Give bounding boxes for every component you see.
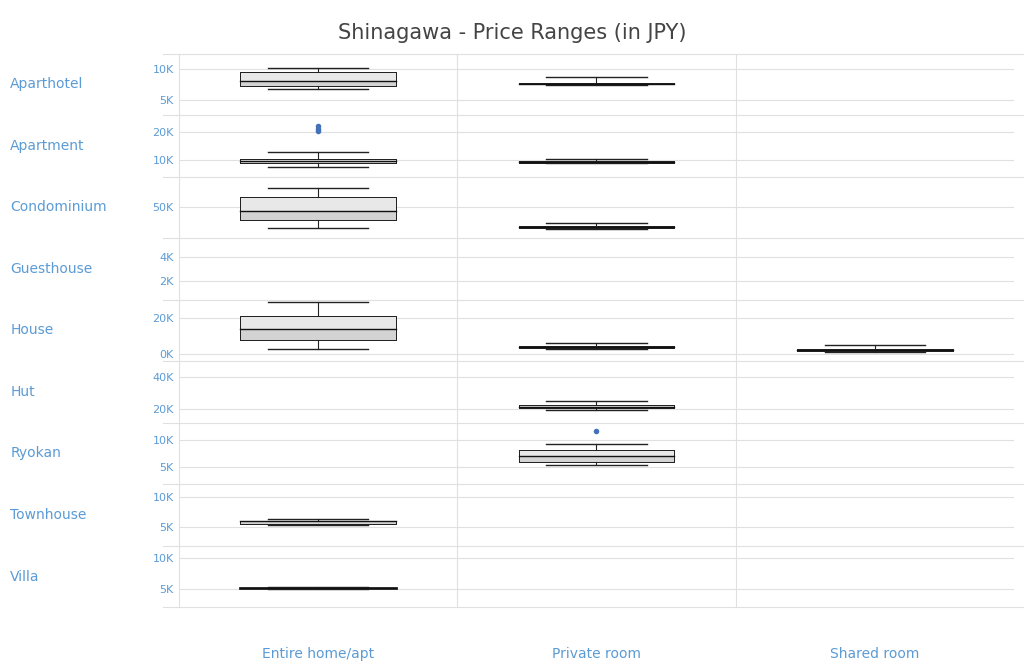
Text: House: House xyxy=(10,323,53,338)
Bar xyxy=(797,350,952,352)
Bar xyxy=(518,407,675,408)
Bar xyxy=(518,225,675,227)
Bar xyxy=(797,349,952,350)
Bar xyxy=(518,450,675,456)
Bar xyxy=(518,161,675,162)
Bar xyxy=(241,521,396,524)
Bar xyxy=(241,81,396,87)
Bar xyxy=(518,347,675,348)
Text: Guesthouse: Guesthouse xyxy=(10,262,92,276)
Text: Apartment: Apartment xyxy=(10,139,85,153)
Bar xyxy=(241,197,396,211)
Text: Shinagawa - Price Ranges (in JPY): Shinagawa - Price Ranges (in JPY) xyxy=(338,23,686,44)
Bar xyxy=(241,316,396,340)
Bar xyxy=(241,158,396,163)
Bar xyxy=(241,197,396,219)
Bar xyxy=(518,225,675,227)
Text: Condominium: Condominium xyxy=(10,201,106,215)
Bar xyxy=(518,346,675,348)
Bar xyxy=(518,450,675,462)
Text: Entire home/apt: Entire home/apt xyxy=(262,647,375,661)
Bar xyxy=(518,161,675,162)
Text: Townhouse: Townhouse xyxy=(10,508,87,522)
Text: Ryokan: Ryokan xyxy=(10,446,61,460)
Text: Shared room: Shared room xyxy=(830,647,920,661)
Text: Aparthotel: Aparthotel xyxy=(10,77,84,91)
Bar xyxy=(241,521,396,524)
Bar xyxy=(241,72,396,87)
Bar xyxy=(518,456,675,462)
Bar xyxy=(518,405,675,407)
Bar xyxy=(241,72,396,81)
Text: Private room: Private room xyxy=(552,647,641,661)
Bar xyxy=(518,346,675,347)
Bar xyxy=(241,211,396,219)
Bar xyxy=(241,158,396,161)
Text: Villa: Villa xyxy=(10,570,40,584)
Bar xyxy=(241,161,396,163)
Bar xyxy=(518,405,675,408)
Bar xyxy=(241,316,396,329)
Bar xyxy=(518,83,675,85)
Text: Hut: Hut xyxy=(10,385,35,399)
Bar xyxy=(797,349,952,352)
Bar xyxy=(241,329,396,340)
